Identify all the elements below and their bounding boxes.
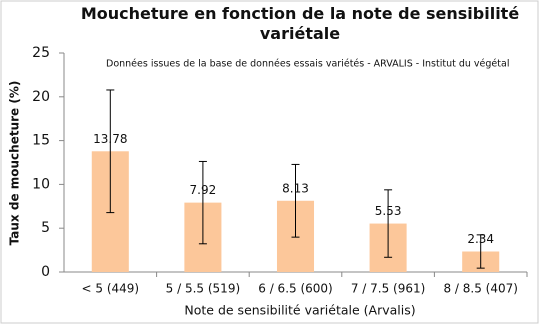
error-bar: [476, 234, 485, 269]
error-bar: [384, 189, 393, 258]
y-tick-label: 10: [32, 176, 50, 192]
y-tick-label: 25: [32, 45, 50, 61]
y-tick-label: 20: [32, 89, 50, 105]
error-bar: [198, 160, 207, 245]
data-label: 8.13: [282, 181, 309, 195]
annotation: Données issues de la base de données ess…: [106, 59, 509, 70]
y-tick-label: 5: [41, 220, 50, 236]
data-label: 13.78: [93, 132, 127, 146]
x-tick-label: 6 / 6.5 (600): [258, 282, 332, 296]
y-axis-label: Taux de moucheture (%): [8, 81, 22, 246]
chart-title: Moucheture en fonction de la note de sen…: [80, 4, 520, 43]
x-tick-label: 7 / 7.5 (961): [351, 282, 425, 296]
data-label: 5.53: [375, 204, 402, 218]
error-bar: [106, 89, 115, 214]
data-label: 7.92: [190, 183, 217, 197]
x-axis-label: Note de sensibilité variétale (Arvalis): [184, 303, 415, 318]
y-tick-label: 15: [32, 133, 50, 149]
error-bar: [291, 163, 300, 238]
data-label: 2.34: [467, 232, 494, 246]
y-tick-label: 0: [41, 264, 50, 280]
x-tick-label: 8 / 8.5 (407): [443, 282, 517, 296]
x-tick-label: < 5 (449): [82, 282, 140, 296]
x-tick-label: 5 / 5.5 (519): [166, 282, 240, 296]
